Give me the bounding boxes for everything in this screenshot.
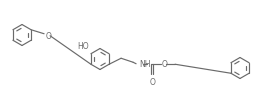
Text: HO: HO — [77, 42, 89, 51]
Text: O: O — [149, 78, 155, 87]
Text: NH: NH — [139, 60, 151, 69]
Text: O: O — [45, 32, 51, 41]
Text: O: O — [161, 60, 167, 69]
